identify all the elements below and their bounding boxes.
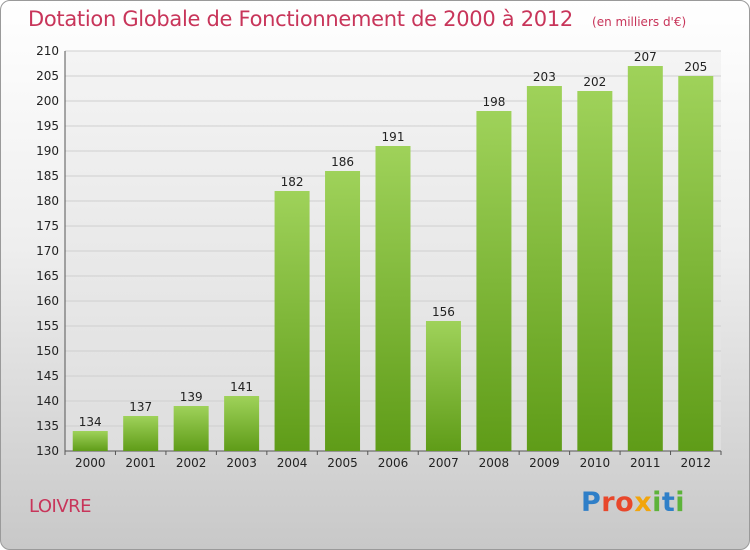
bar-2003 <box>224 396 260 451</box>
bar-2006 <box>375 146 411 451</box>
bar-2007 <box>425 321 461 451</box>
x-tick-label-2000: 2000 <box>75 456 106 470</box>
y-tick-label-190: 190 <box>36 144 59 158</box>
y-tick-label-160: 160 <box>36 294 59 308</box>
y-tick-label-185: 185 <box>36 169 59 183</box>
bar-value-label-2003: 141 <box>230 380 253 394</box>
y-tick-label-130: 130 <box>36 444 59 458</box>
y-tick-label-195: 195 <box>36 119 59 133</box>
bar-value-label-2012: 205 <box>684 60 707 74</box>
y-tick-label-140: 140 <box>36 394 59 408</box>
bar-value-label-2009: 203 <box>533 70 556 84</box>
bar-2005 <box>325 171 361 451</box>
x-tick-label-2009: 2009 <box>529 456 560 470</box>
chart-title: Dotation Globale de Fonctionnement de 20… <box>28 7 573 31</box>
bar-value-label-2005: 186 <box>331 155 354 169</box>
bar-value-label-2010: 202 <box>583 75 606 89</box>
y-tick-label-155: 155 <box>36 319 59 333</box>
plot-area: 130 135 140 145 150 155 160 165 170 175 180 185 190 1… <box>36 44 722 470</box>
y-tick-label-170: 170 <box>36 244 59 258</box>
chart-unit-label: (en milliers d'€) <box>592 15 687 29</box>
x-tick-label-2003: 2003 <box>226 456 257 470</box>
bar-2010 <box>577 91 613 451</box>
y-tick-label-205: 205 <box>36 69 59 83</box>
bar-value-label-2002: 139 <box>180 390 203 404</box>
bar-2002 <box>173 406 209 451</box>
bar-2009 <box>526 86 562 451</box>
x-tick-label-2005: 2005 <box>327 456 358 470</box>
y-tick-label-200: 200 <box>36 94 59 108</box>
x-tick-label-2004: 2004 <box>277 456 308 470</box>
bar-value-label-2011: 207 <box>634 50 657 64</box>
y-tick-label-145: 145 <box>36 369 59 383</box>
bar-2001 <box>123 416 159 451</box>
bar-2000 <box>72 431 108 451</box>
bar-2008 <box>476 111 512 451</box>
y-tick-label-165: 165 <box>36 269 59 283</box>
x-tick-label-2012: 2012 <box>680 456 711 470</box>
bar-value-label-2008: 198 <box>482 95 505 109</box>
y-tick-label-175: 175 <box>36 219 59 233</box>
x-tick-label-2002: 2002 <box>176 456 207 470</box>
bar-value-label-2000: 134 <box>79 415 102 429</box>
proxiti-logo: Proxiti <box>581 487 686 518</box>
x-tick-label-2006: 2006 <box>378 456 409 470</box>
bar-value-label-2007: 156 <box>432 305 455 319</box>
y-tick-label-150: 150 <box>36 344 59 358</box>
title-row: Dotation Globale de Fonctionnement de 20… <box>28 7 686 31</box>
y-tick-label-135: 135 <box>36 419 59 433</box>
x-tick-label-2011: 2011 <box>630 456 661 470</box>
x-tick-label-2010: 2010 <box>580 456 611 470</box>
bar-value-label-2001: 137 <box>129 400 152 414</box>
y-tick-label-180: 180 <box>36 194 59 208</box>
bar-value-label-2004: 182 <box>281 175 304 189</box>
x-tick-label-2007: 2007 <box>428 456 459 470</box>
x-tick-label-2001: 2001 <box>125 456 156 470</box>
x-tick-label-2008: 2008 <box>479 456 510 470</box>
bar-value-label-2006: 191 <box>382 130 405 144</box>
bar-2011 <box>627 66 663 451</box>
y-tick-label-210: 210 <box>36 44 59 58</box>
bar-2004 <box>274 191 310 451</box>
bar-2012 <box>678 76 714 451</box>
commune-name: LOIVRE <box>29 496 92 517</box>
